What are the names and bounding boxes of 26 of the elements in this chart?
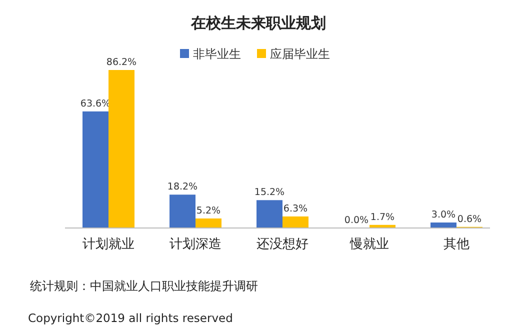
data-label: 15.2% bbox=[254, 187, 285, 198]
chart-title: 在校生未来职业规划 bbox=[190, 14, 326, 32]
bar bbox=[82, 111, 108, 228]
x-tick-label: 慢就业 bbox=[349, 237, 389, 252]
data-label: 3.0% bbox=[431, 210, 456, 220]
data-label: 1.7% bbox=[370, 212, 395, 223]
x-tick-label: 计划深造 bbox=[170, 237, 222, 252]
data-label: 0.6% bbox=[457, 214, 482, 225]
bar bbox=[170, 194, 196, 228]
text: 统计规则：中国就业人口职业技能提升调研 bbox=[30, 279, 258, 293]
legend-label: 非毕业生 bbox=[193, 47, 241, 61]
data-label: 5.2% bbox=[196, 205, 221, 216]
text: Copyright©2019 all rights reserved bbox=[28, 311, 233, 325]
bar bbox=[196, 218, 222, 228]
data-label: 0.0% bbox=[344, 215, 369, 226]
x-tick-label: 其他 bbox=[444, 237, 470, 252]
bar bbox=[282, 216, 308, 228]
bar bbox=[108, 70, 134, 228]
x-tick-label: 计划就业 bbox=[82, 237, 134, 252]
bar bbox=[430, 222, 456, 228]
bar bbox=[256, 200, 282, 228]
data-label: 18.2% bbox=[167, 182, 198, 193]
legend-label: 应届毕业生 bbox=[270, 47, 330, 61]
x-tick-label: 还没想好 bbox=[256, 237, 308, 252]
data-label: 86.2% bbox=[106, 57, 137, 68]
data-label: 6.3% bbox=[283, 203, 308, 214]
